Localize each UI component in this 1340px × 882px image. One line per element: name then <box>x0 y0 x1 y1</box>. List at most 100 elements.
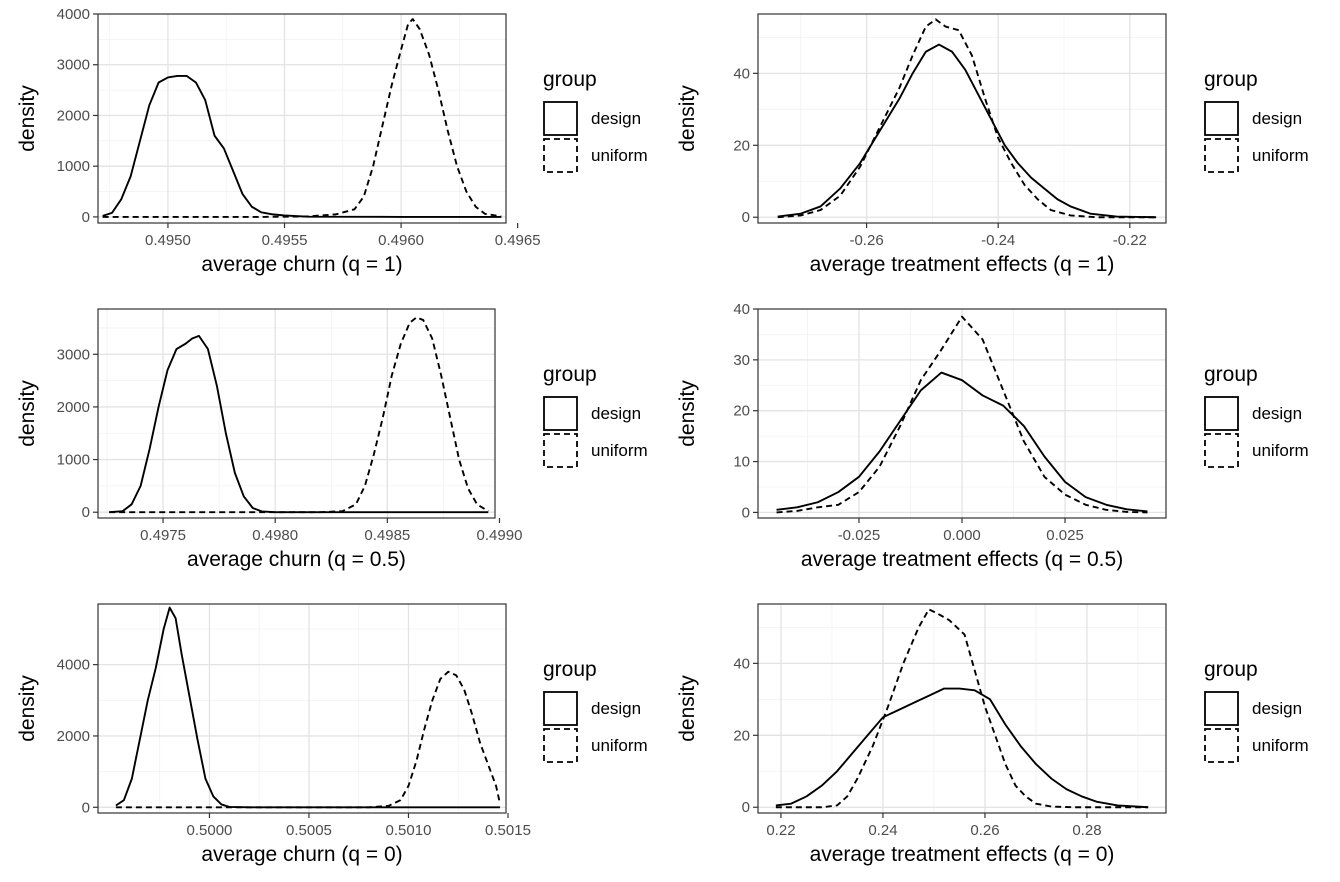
x-tick-label: 0.5015 <box>485 822 531 839</box>
y-tick-label: 0 <box>82 504 90 521</box>
series-group <box>115 606 501 809</box>
series-line-design <box>775 687 1149 809</box>
x-tick-label: 0.025 <box>1046 527 1084 544</box>
series-group <box>102 18 502 218</box>
y-tick-label: 40 <box>733 65 750 82</box>
panel-1: 0.4950 0.4955 0.4960 0.4965 0 1000 2000 3000 400… <box>16 6 648 276</box>
y-tick-label: 4000 <box>57 657 90 674</box>
y-tick-label: 20 <box>733 403 750 420</box>
grid <box>98 309 495 518</box>
x-tick-label: 0.5000 <box>187 822 233 839</box>
legend-key-uniform <box>1204 433 1239 468</box>
y-tick-label: 1000 <box>57 452 90 469</box>
y-tick-label: 0 <box>82 209 90 226</box>
x-axis-title: average churn (q = 0.5) <box>187 548 406 571</box>
legend-key-uniform <box>1204 728 1239 763</box>
y-tick-label: 20 <box>733 727 750 744</box>
panel-3: 0.4975 0.4980 0.4985 0.4990 0 1000 2000 3000 ave… <box>16 308 648 571</box>
legend-title: group <box>1204 658 1258 681</box>
grid <box>98 14 506 223</box>
y-axis-title: density <box>16 380 39 447</box>
legend-label-uniform: uniform <box>591 146 648 165</box>
y-tick-label: 1000 <box>57 158 90 175</box>
y-tick-label: 3000 <box>57 57 90 74</box>
legend-title: group <box>543 363 597 386</box>
legend-label-design: design <box>591 699 641 718</box>
y-tick-label: 2000 <box>57 728 90 745</box>
x-tick-label: 0.4985 <box>364 527 410 544</box>
legend: group design uniform <box>1204 68 1309 173</box>
y-tick-label: 0 <box>742 209 750 226</box>
legend-key-design <box>1204 691 1239 726</box>
y-axis-title: density <box>16 85 39 152</box>
y-tick-label: 40 <box>733 655 750 672</box>
panel-2: -0.26 -0.24 -0.22 0 20 40 average treatment ef… <box>676 13 1309 276</box>
legend-title: group <box>543 658 597 681</box>
y-tick-label: 0 <box>82 799 90 816</box>
grid <box>758 309 1166 518</box>
panel-5: 0.5000 0.5005 0.5010 0.5015 0 2000 4000 average… <box>16 603 648 866</box>
legend-label-uniform: uniform <box>591 736 648 755</box>
legend-label-design: design <box>1252 699 1302 718</box>
panel-4: -0.025 0.000 0.025 0 10 20 30 40 average treatme… <box>676 301 1309 571</box>
legend: group design uniform <box>1204 658 1309 763</box>
x-tick-label: 0.5005 <box>286 822 332 839</box>
series-line-design <box>102 74 502 218</box>
grid <box>98 604 506 813</box>
x-tick-label: 0.4975 <box>140 527 186 544</box>
legend-title: group <box>543 68 597 91</box>
series-line-design <box>109 334 489 514</box>
x-tick-label: -0.025 <box>838 527 881 544</box>
y-tick-label: 0 <box>742 799 750 816</box>
y-tick-label: 10 <box>733 454 750 471</box>
legend: group design uniform <box>543 658 648 763</box>
y-tick-label: 2000 <box>57 107 90 124</box>
panel-border <box>757 603 1167 814</box>
legend: group design uniform <box>543 68 648 173</box>
legend-label-uniform: uniform <box>1252 146 1309 165</box>
legend: group design uniform <box>1204 363 1309 468</box>
legend-key-design <box>543 396 578 431</box>
y-tick-label: 3000 <box>57 346 90 363</box>
y-tick-label: 4000 <box>57 6 90 23</box>
legend-key-design <box>543 691 578 726</box>
x-tick-label: 0.24 <box>868 822 897 839</box>
x-tick-label: 0.5010 <box>386 822 432 839</box>
y-axis-title: density <box>676 85 699 152</box>
legend-title: group <box>1204 68 1258 91</box>
x-tick-label: 0.4960 <box>378 232 424 249</box>
series-line-uniform <box>115 670 501 809</box>
series-group <box>777 18 1157 219</box>
series-group <box>776 315 1148 514</box>
x-tick-label: 0.4990 <box>477 527 523 544</box>
series-group <box>775 608 1149 809</box>
x-tick-label: 0.26 <box>970 822 999 839</box>
legend-label-uniform: uniform <box>1252 736 1309 755</box>
panel-border <box>757 13 1167 224</box>
grid <box>758 14 1166 223</box>
y-axis-title: density <box>676 675 699 742</box>
x-axis-title: average treatment effects (q = 0.5) <box>801 548 1123 571</box>
y-axis-title: density <box>16 675 39 742</box>
x-axis-title: average churn (q = 1) <box>201 253 402 276</box>
legend-key-design <box>1204 396 1239 431</box>
x-tick-label: -0.26 <box>849 232 883 249</box>
legend-key-uniform <box>543 138 578 173</box>
series-group <box>109 316 489 514</box>
x-tick-label: 0.4955 <box>262 232 308 249</box>
x-axis-title: average treatment effects (q = 1) <box>810 253 1115 276</box>
legend-label-design: design <box>1252 404 1302 423</box>
legend-label-uniform: uniform <box>1252 441 1309 460</box>
x-tick-label: 0.000 <box>943 527 981 544</box>
y-tick-label: 0 <box>742 504 750 521</box>
panel-border <box>97 603 507 814</box>
legend-label-design: design <box>591 404 641 423</box>
series-line-uniform <box>776 315 1148 514</box>
x-tick-label: -0.22 <box>1113 232 1147 249</box>
y-axis-title: density <box>676 380 699 447</box>
legend-key-uniform <box>543 728 578 763</box>
panel-6: 0.22 0.24 0.26 0.28 0 20 40 average treatment e… <box>676 603 1309 866</box>
series-line-uniform <box>109 316 489 514</box>
x-axis-title: average treatment effects (q = 0) <box>810 843 1115 866</box>
